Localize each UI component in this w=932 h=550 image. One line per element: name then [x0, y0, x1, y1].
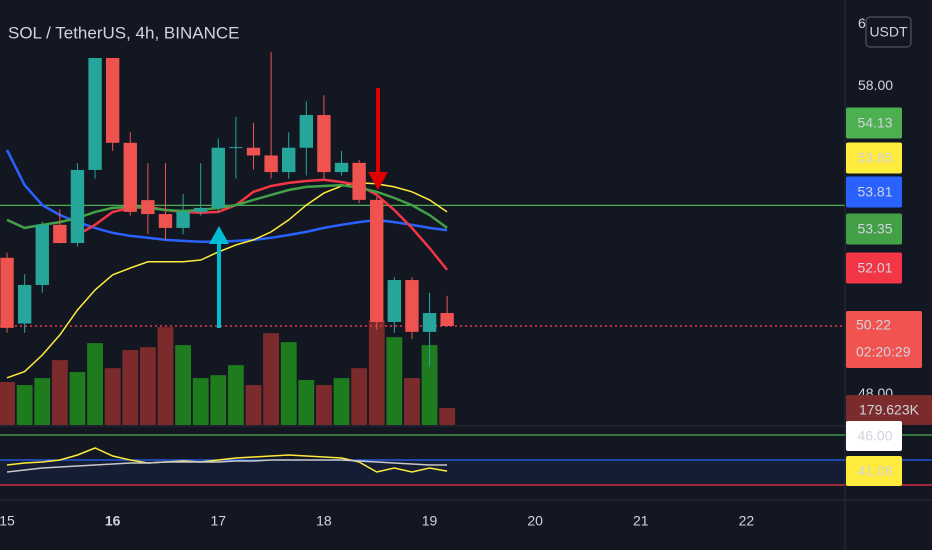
x-tick-label: 15: [0, 513, 15, 529]
candle-body: [158, 214, 173, 228]
symbol-title: SOL / TetherUS, 4h, BINANCE: [8, 23, 239, 42]
candle-body: [229, 147, 243, 149]
volume-bar: [368, 320, 385, 425]
up-arrow: [209, 226, 229, 328]
candle-body: [440, 313, 454, 326]
candle-body: [211, 147, 225, 208]
rsi-line: [6, 447, 448, 473]
price-label: 53.81: [857, 184, 892, 200]
candle-body: [264, 155, 278, 173]
candle-body: [0, 257, 14, 328]
currency-button[interactable]: [865, 16, 912, 48]
x-tick-label: 16: [105, 513, 121, 529]
volume-bar: [69, 372, 86, 425]
price-label-box: [846, 142, 902, 174]
volume-bar: [34, 378, 51, 425]
candle-body: [405, 280, 419, 332]
volume-bar: [87, 343, 103, 425]
last-price-box: [846, 311, 922, 368]
volume-bar: [439, 408, 456, 425]
volume-bar: [404, 378, 420, 425]
volume-label-box: [846, 395, 932, 425]
countdown: 02:20:29: [856, 344, 911, 360]
price-axis: 151617181920212260.0058.0048.0054.1353.8…: [0, 15, 932, 529]
rsi-label: 46.00: [857, 428, 892, 444]
candle-body: [105, 57, 120, 143]
last-price: 50.22: [856, 317, 891, 333]
x-tick-label: 20: [527, 513, 543, 529]
price-label: 52.01: [857, 260, 892, 276]
price-label: 53.35: [857, 221, 892, 237]
price-label-box: [846, 107, 902, 139]
rsi-label-box: [846, 421, 902, 451]
x-tick-label: 17: [211, 513, 227, 529]
volume-bar: [175, 345, 192, 425]
volume-bar: [192, 378, 209, 425]
candle-body: [35, 224, 49, 285]
candle-body: [334, 162, 349, 173]
candle-body: [370, 199, 384, 322]
volume-bar: [16, 385, 33, 425]
price-label-box: [846, 213, 902, 245]
rsi-label: 41.08: [857, 463, 892, 479]
volume-bar: [351, 368, 368, 425]
candle-body: [246, 147, 261, 156]
candle-body: [282, 147, 296, 173]
candle-body: [123, 142, 137, 212]
currency-button-label[interactable]: USDT: [869, 24, 908, 40]
candle-body: [422, 313, 437, 332]
price-label: 53.85: [857, 150, 892, 166]
volume-bar: [280, 342, 297, 425]
x-tick-label: 22: [739, 513, 755, 529]
volume-bar: [298, 380, 315, 425]
volume-bar: [333, 378, 350, 425]
candle-body: [317, 115, 331, 173]
volume-bar: [122, 350, 139, 425]
volume-bar: [139, 347, 156, 425]
volume-bar: [227, 365, 244, 425]
volume-bar: [245, 385, 262, 425]
candle-body: [176, 211, 190, 228]
candle-body: [17, 284, 32, 324]
candle-body: [387, 280, 402, 322]
volume-bar: [421, 345, 438, 425]
candle-body: [299, 115, 314, 148]
volume-bar: [210, 375, 227, 425]
candle-body: [352, 162, 366, 200]
candle-body: [141, 200, 155, 215]
rsi-label-box: [846, 456, 902, 486]
volume-bar: [157, 327, 174, 425]
volume-bar: [263, 333, 280, 425]
volume-bar: [386, 337, 403, 425]
candle-body: [53, 224, 67, 244]
volume-label: 179.623K: [859, 402, 920, 418]
plot: [0, 52, 932, 486]
candle-body: [70, 169, 85, 244]
x-tick-label: 21: [633, 513, 649, 529]
volume-bar: [0, 382, 15, 425]
price-label-box: [846, 176, 902, 208]
price-label: 54.13: [857, 115, 892, 131]
x-tick-label: 19: [422, 513, 438, 529]
volume-bar: [104, 368, 121, 425]
y-tick-label: 58.00: [858, 77, 893, 93]
candle-body: [88, 57, 102, 170]
volume-bar: [51, 360, 68, 425]
x-tick-label: 18: [316, 513, 332, 529]
moving-average: [6, 182, 448, 379]
down-arrow: [368, 88, 388, 190]
price-label-box: [846, 252, 902, 284]
candle-body: [193, 207, 208, 212]
volume-bar: [315, 385, 332, 425]
rsi-line: [6, 459, 448, 473]
